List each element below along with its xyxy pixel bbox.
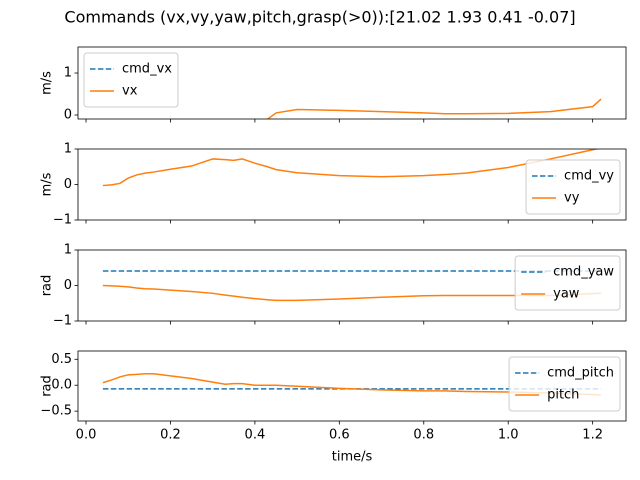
y-axis-label: m/s xyxy=(40,71,55,95)
y-tick-label: 1 xyxy=(64,243,72,258)
y-tick-label: 0.5 xyxy=(51,352,72,367)
plot-area xyxy=(264,98,602,119)
y-tick-label: 0 xyxy=(64,278,72,293)
y-tick-label: −1 xyxy=(53,213,72,228)
series-line xyxy=(102,284,602,302)
y-axis-label: rad xyxy=(40,275,55,297)
legend-box xyxy=(525,159,621,215)
series-line xyxy=(102,149,600,187)
legend-box xyxy=(508,356,621,412)
axes-frame xyxy=(77,46,627,120)
legend-label: vx xyxy=(122,84,138,99)
x-tick-label: 0.8 xyxy=(413,428,434,443)
legend-label: vy xyxy=(564,191,580,206)
x-axis-label: time/s xyxy=(332,450,373,465)
axes-frame xyxy=(77,350,627,422)
y-tick-label: 0 xyxy=(64,108,72,123)
plot-area xyxy=(102,270,602,302)
series-line xyxy=(102,373,602,396)
x-tick-label: 0.0 xyxy=(76,428,97,443)
legend-box xyxy=(83,52,179,108)
y-tick-label: 0.0 xyxy=(51,378,72,393)
y-tick-label: 1 xyxy=(64,142,72,157)
y-tick-label: −0.5 xyxy=(40,404,72,419)
legend-label: pitch xyxy=(547,388,579,403)
plot-area xyxy=(102,373,602,396)
x-tick-label: 1.0 xyxy=(498,428,519,443)
legend-label: cmd_pitch xyxy=(547,366,614,381)
legend-label: cmd_vy xyxy=(564,169,614,184)
series-line xyxy=(264,98,602,119)
legend-label: cmd_yaw xyxy=(553,265,614,280)
x-tick-label: 0.4 xyxy=(245,428,266,443)
y-axis-label: m/s xyxy=(40,172,55,196)
x-tick-label: 1.2 xyxy=(582,428,603,443)
plot-area xyxy=(102,149,600,187)
legend-box xyxy=(514,255,621,311)
y-tick-label: 1 xyxy=(64,66,72,81)
x-tick-label: 0.2 xyxy=(160,428,181,443)
legend-label: yaw xyxy=(553,287,580,302)
x-tick-label: 0.6 xyxy=(329,428,350,443)
legend-label: cmd_vx xyxy=(122,62,172,77)
figure-title: Commands (vx,vy,yaw,pitch,grasp(>0)):[21… xyxy=(64,8,575,27)
y-tick-label: 0 xyxy=(64,177,72,192)
y-axis-label: rad xyxy=(40,375,55,397)
y-tick-label: −1 xyxy=(53,314,72,329)
